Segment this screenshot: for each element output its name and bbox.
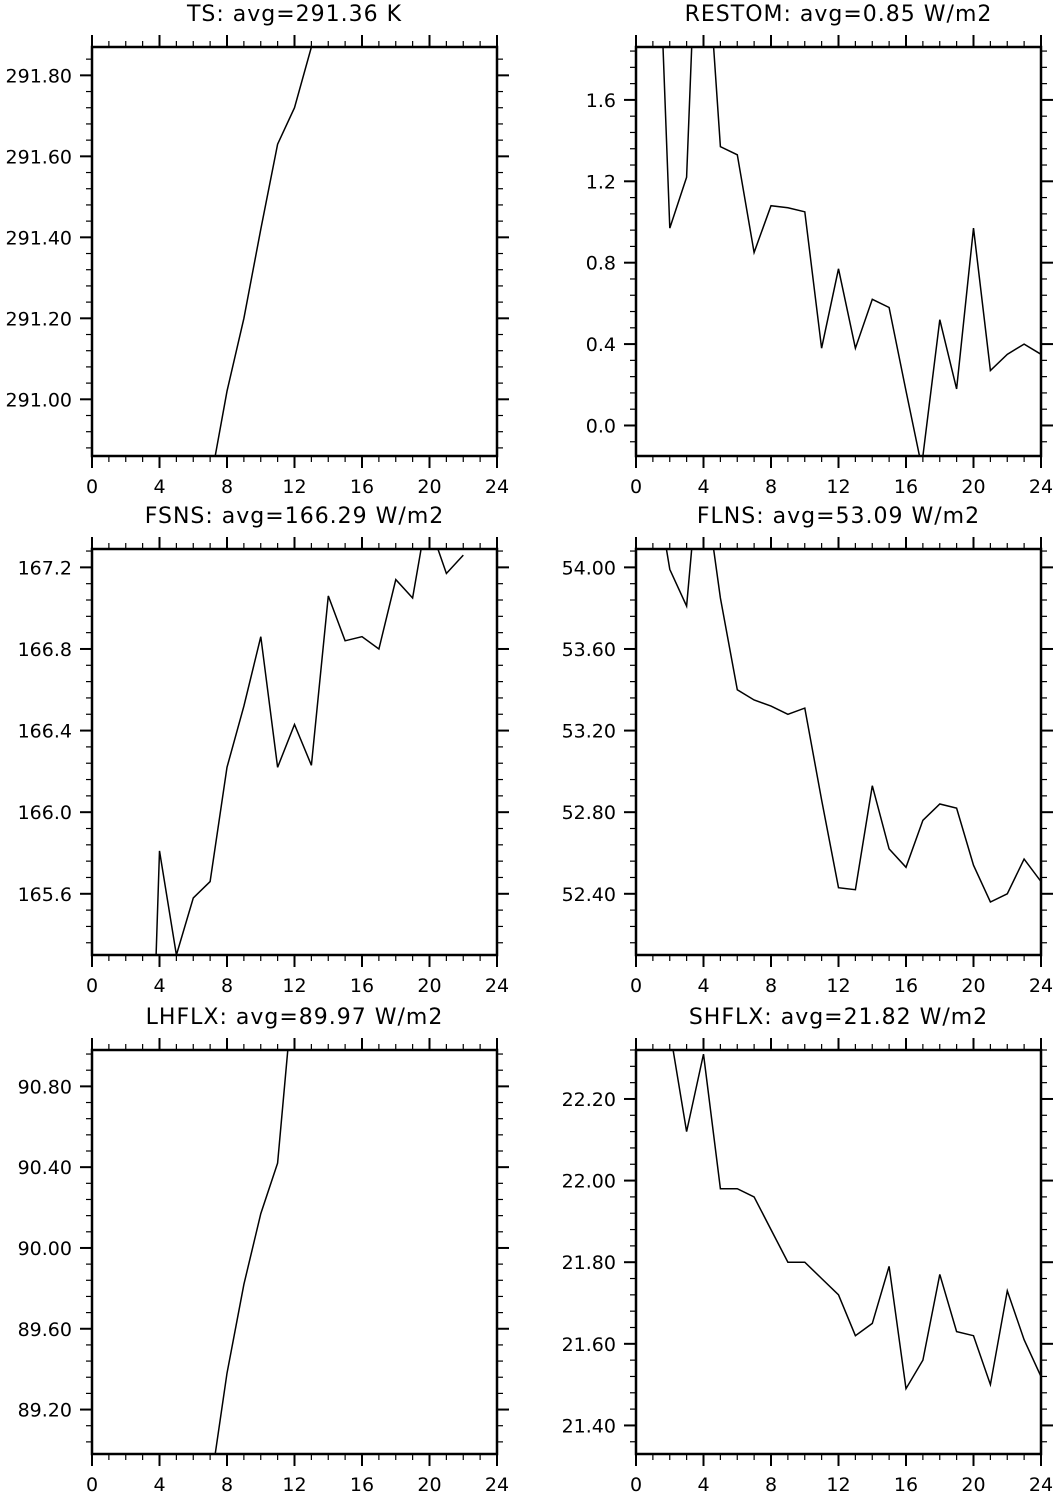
- x-tick-label: 4: [153, 975, 165, 997]
- y-tick-label: 291.00: [6, 389, 72, 411]
- x-tick-label: 20: [417, 975, 441, 997]
- y-tick-label: 22.00: [562, 1171, 616, 1193]
- x-tick-label: 0: [630, 975, 642, 997]
- y-tick-label: 89.60: [18, 1319, 72, 1341]
- x-tick-label: 12: [826, 476, 850, 498]
- y-tick-label: 22.20: [562, 1089, 616, 1111]
- y-tick-label: 1.2: [586, 171, 616, 193]
- y-tick-label: 291.20: [6, 308, 72, 330]
- x-tick-label: 20: [961, 476, 985, 498]
- plot-frame: [90, 1048, 499, 1456]
- x-tick-label: 12: [826, 975, 850, 997]
- x-tick-label: 24: [1029, 476, 1053, 498]
- chart-panel-6: SHFLX: avg=21.82 W/m2 0 4 8 12 16 20 24 21.40 21.…: [562, 1005, 1054, 1496]
- x-tick-label: 16: [350, 975, 374, 997]
- plot-frame: [634, 547, 1043, 957]
- x-tick-label: 20: [961, 1474, 985, 1494]
- x-tick-label: 16: [350, 476, 374, 498]
- series-line: [155, 549, 464, 955]
- y-tick-label: 89.20: [18, 1400, 72, 1422]
- y-tick-label: 0.8: [586, 253, 616, 275]
- y-tick-label: 21.60: [562, 1334, 616, 1356]
- x-tick-label: 16: [894, 476, 918, 498]
- y-tick-label: 53.20: [562, 721, 616, 743]
- x-tick-label: 20: [417, 476, 441, 498]
- x-tick-label: 8: [765, 975, 777, 997]
- x-tick-label: 8: [765, 476, 777, 498]
- x-tick-label: 20: [417, 1474, 441, 1494]
- chart-title: SHFLX: avg=21.82 W/m2: [689, 1005, 988, 1030]
- chart-title: RESTOM: avg=0.85 W/m2: [685, 2, 993, 27]
- x-tick-label: 12: [282, 476, 306, 498]
- x-tick-label: 8: [221, 975, 233, 997]
- x-tick-label: 24: [485, 975, 509, 997]
- chart-title: FLNS: avg=53.09 W/m2: [697, 504, 980, 529]
- chart-title: FSNS: avg=166.29 W/m2: [145, 504, 445, 529]
- y-tick-label: 167.2: [18, 557, 72, 579]
- x-tick-label: 16: [350, 1474, 374, 1494]
- y-tick-label: 21.80: [562, 1252, 616, 1274]
- y-tick-label: 21.40: [562, 1415, 616, 1437]
- y-tick-label: 166.4: [18, 721, 72, 743]
- x-tick-label: 0: [86, 476, 98, 498]
- x-tick-label: 20: [961, 975, 985, 997]
- chart-panel-3: FSNS: avg=166.29 W/m2 0 4 8 12 16 20 24 165.6 166…: [18, 504, 510, 997]
- x-tick-label: 24: [485, 1474, 509, 1494]
- chart-panel-5: LHFLX: avg=89.97 W/m2 0 4 8 12 16 20 24 89.20 89.…: [18, 1005, 510, 1496]
- x-tick-label: 24: [1029, 1474, 1053, 1494]
- x-tick-label: 12: [826, 1474, 850, 1494]
- y-tick-label: 52.40: [562, 884, 616, 906]
- series-line: [665, 549, 1041, 904]
- y-tick-label: 0.0: [586, 415, 616, 437]
- y-tick-label: 90.00: [18, 1238, 72, 1260]
- x-tick-label: 24: [1029, 975, 1053, 997]
- plot-frame: [634, 1048, 1043, 1456]
- chart-panel-4: FLNS: avg=53.09 W/m2 0 4 8 12 16 20 24 52.40 52.8…: [562, 504, 1054, 997]
- x-tick-label: 8: [221, 476, 233, 498]
- x-tick-label: 4: [697, 975, 709, 997]
- plot-frame: [634, 45, 1043, 458]
- y-tick-label: 53.60: [562, 639, 616, 661]
- y-tick-label: 166.8: [18, 639, 72, 661]
- plot-frame: [90, 547, 499, 957]
- chart-title: TS: avg=291.36 K: [186, 2, 402, 27]
- y-tick-label: 291.80: [6, 65, 72, 87]
- x-tick-label: 4: [153, 1474, 165, 1494]
- series-line: [672, 1050, 1041, 1391]
- y-tick-label: 1.6: [586, 90, 616, 112]
- x-tick-label: 0: [86, 975, 98, 997]
- x-tick-label: 4: [697, 1474, 709, 1494]
- y-tick-label: 54.00: [562, 557, 616, 579]
- x-tick-label: 12: [282, 975, 306, 997]
- y-tick-label: 0.4: [586, 334, 616, 356]
- x-tick-label: 0: [630, 1474, 642, 1494]
- x-tick-label: 4: [697, 476, 709, 498]
- chart-panel-1: TS: avg=291.36 K 0 4 8 12 16 20 24 291.00 291.20 2…: [6, 2, 510, 498]
- y-tick-label: 90.80: [18, 1076, 72, 1098]
- y-tick-label: 165.6: [18, 884, 72, 906]
- series-line: [214, 47, 313, 456]
- chart-title: LHFLX: avg=89.97 W/m2: [146, 1005, 444, 1030]
- x-tick-label: 16: [894, 1474, 918, 1494]
- x-tick-label: 0: [630, 476, 642, 498]
- x-tick-label: 8: [221, 1474, 233, 1494]
- series-line: [662, 47, 1041, 456]
- x-tick-label: 24: [485, 476, 509, 498]
- x-tick-label: 8: [765, 1474, 777, 1494]
- y-tick-label: 166.0: [18, 802, 72, 824]
- x-tick-label: 16: [894, 975, 918, 997]
- x-tick-label: 0: [86, 1474, 98, 1494]
- y-tick-label: 90.40: [18, 1157, 72, 1179]
- y-tick-label: 291.60: [6, 146, 72, 168]
- x-tick-label: 12: [282, 1474, 306, 1494]
- y-tick-label: 291.40: [6, 227, 72, 249]
- x-tick-label: 4: [153, 476, 165, 498]
- series-line: [214, 1050, 289, 1454]
- chart-panel-2: RESTOM: avg=0.85 W/m2 0 4 8 12 16 20 24 0.0 0.4 0.…: [586, 2, 1053, 498]
- y-tick-label: 52.80: [562, 802, 616, 824]
